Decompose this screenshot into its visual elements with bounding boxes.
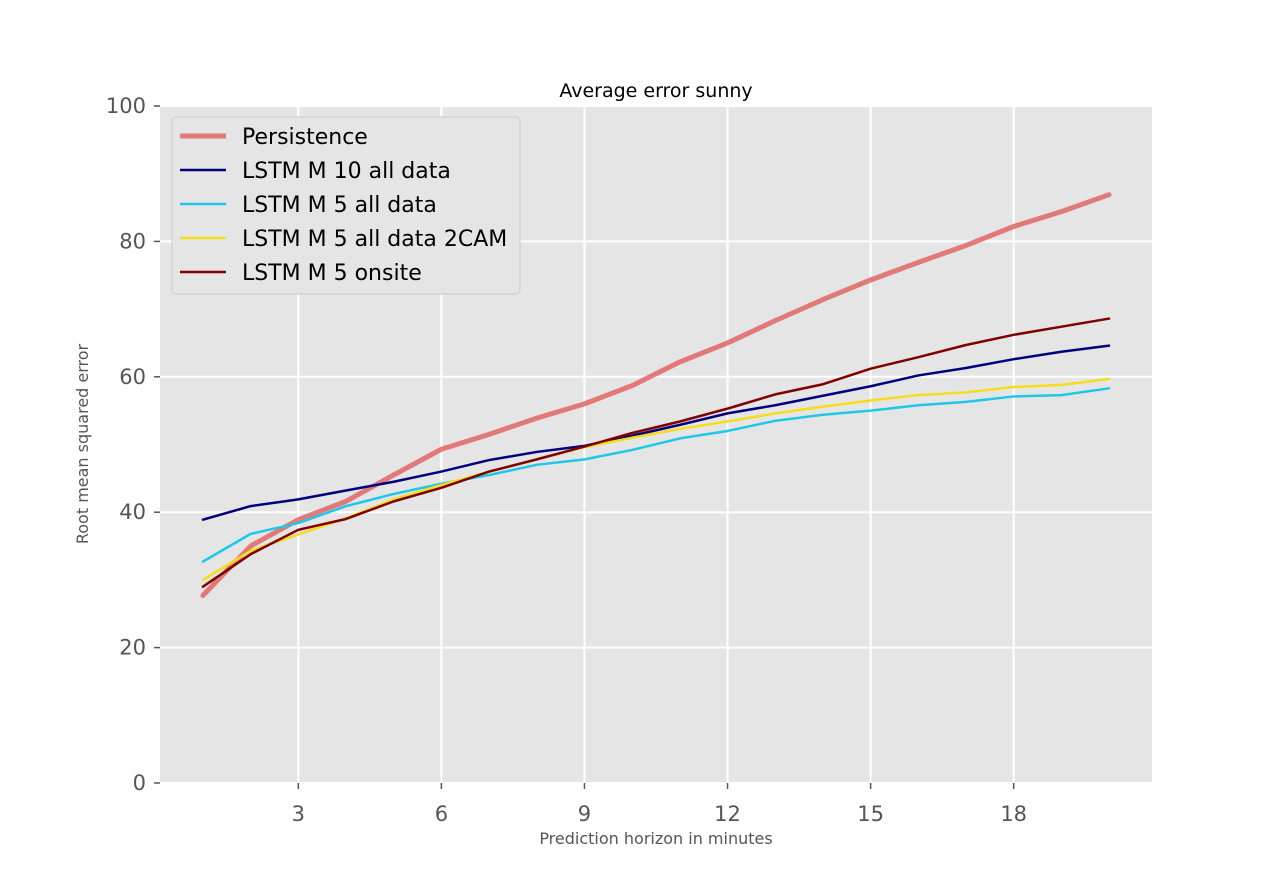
y-axis-label: Root mean squared error bbox=[73, 343, 92, 544]
y-tick-label: 20 bbox=[119, 636, 146, 660]
series-line-lstm-m-5-onsite bbox=[201, 317, 1111, 588]
x-axis-label: Prediction horizon in minutes bbox=[539, 829, 772, 848]
y-tick-label: 0 bbox=[133, 771, 146, 795]
legend-label: LSTM M 10 all data bbox=[242, 159, 451, 184]
y-tick-label: 60 bbox=[119, 365, 146, 389]
x-tick-label: 15 bbox=[857, 802, 884, 826]
axis-ticks: 3 6 9 12 15 18 0 20 40 60 80 100 bbox=[106, 94, 1027, 826]
y-tick-label: 40 bbox=[119, 500, 146, 524]
series-line-lstm-m-10-all-data bbox=[201, 344, 1111, 521]
series-lines bbox=[200, 192, 1112, 598]
series-line-persistence bbox=[200, 192, 1112, 598]
x-tick-label: 9 bbox=[578, 802, 591, 826]
y-tick-label: 80 bbox=[119, 229, 146, 253]
legend: Persistence LSTM M 10 all data LSTM M 5 al… bbox=[171, 116, 521, 295]
legend-label: Persistence bbox=[242, 125, 368, 150]
series-line-lstm-m-5-all-data bbox=[201, 387, 1111, 563]
legend-label: LSTM M 5 onsite bbox=[242, 261, 422, 286]
x-tick-label: 6 bbox=[435, 802, 448, 826]
legend-label: LSTM M 5 all data 2CAM bbox=[242, 227, 507, 252]
legend-label: LSTM M 5 all data bbox=[242, 193, 437, 218]
x-tick-label: 3 bbox=[292, 802, 305, 826]
chart-title: Average error sunny bbox=[559, 80, 752, 102]
x-tick-label: 12 bbox=[714, 802, 741, 826]
legend-box bbox=[171, 116, 521, 295]
y-tick-label: 100 bbox=[106, 94, 146, 118]
x-tick-label: 18 bbox=[1000, 802, 1027, 826]
